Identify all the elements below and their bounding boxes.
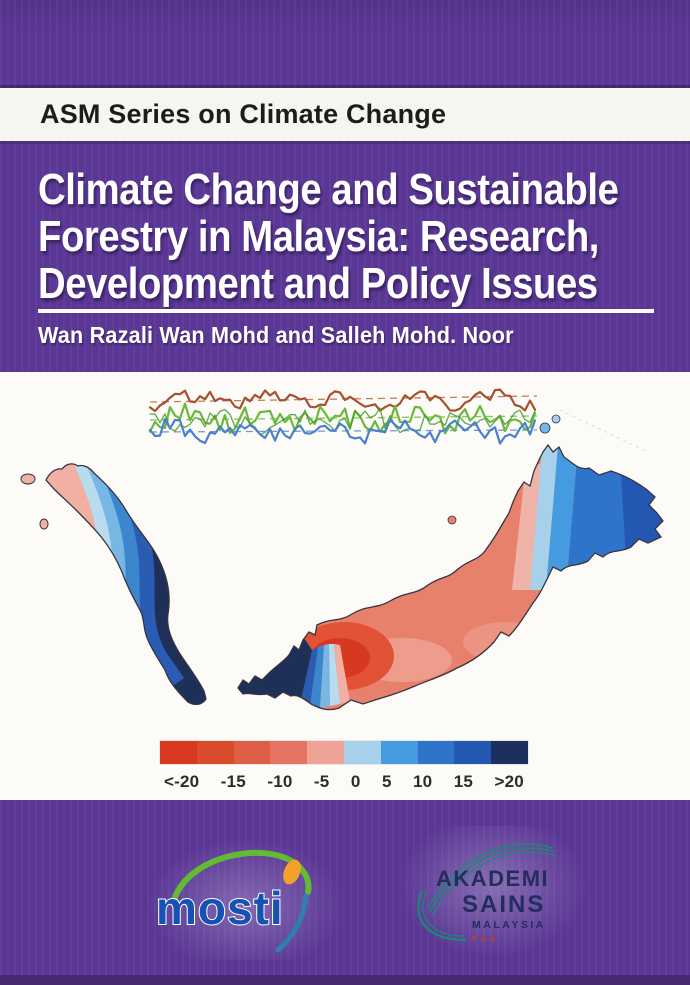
legend-segment xyxy=(491,741,528,764)
legend-label: -5 xyxy=(313,772,330,791)
map-peninsular-malaysia xyxy=(20,463,207,706)
mosti-logo: mosti xyxy=(146,838,346,960)
legend-color-bar xyxy=(160,741,528,764)
legend-label: >20 xyxy=(494,772,524,791)
island-labuan xyxy=(447,515,457,525)
legend-segment xyxy=(417,741,455,764)
title-line-3: Development and Policy Issues xyxy=(38,259,598,308)
legend-segment xyxy=(233,741,271,764)
mosti-orange-dot-icon xyxy=(283,859,301,885)
malaysia-climate-map xyxy=(20,388,664,711)
legend-segment xyxy=(454,741,492,764)
legend-label: 15 xyxy=(453,772,474,791)
legend-segment xyxy=(343,741,381,764)
title-line-1: Climate Change and Sustainable xyxy=(38,165,619,214)
legend-label: -15 xyxy=(220,772,246,791)
mosti-wordmark: mosti xyxy=(156,882,284,934)
mosti-swoosh-icon xyxy=(171,849,312,953)
island-west xyxy=(39,518,49,530)
legend-segment xyxy=(196,741,234,764)
asm-wordmark-akademi: AKADEMI xyxy=(436,866,549,891)
map-borneo xyxy=(237,414,664,711)
authors-line: Wan Razali Wan Mohd and Salleh Mohd. Noo… xyxy=(38,322,514,348)
scan-scratch xyxy=(559,409,649,453)
asm-arcs-icon xyxy=(417,843,557,942)
series-label: ASM Series on Climate Change xyxy=(40,99,447,129)
asm-wordmark-sains: SAINS xyxy=(462,891,545,918)
legend-labels: <-20 -15 -10 -5 0 5 10 15 >20 xyxy=(160,772,528,792)
legend-segment xyxy=(160,741,197,764)
color-scale-legend: <-20 -15 -10 -5 0 5 10 15 >20 xyxy=(160,741,528,792)
legend-label: -10 xyxy=(267,772,293,791)
asm-wordmark-malaysia: MALAYSIA xyxy=(472,919,546,931)
legend-label: <-20 xyxy=(164,772,200,791)
cover-bottom-edge xyxy=(0,975,690,985)
figure-panel: <-20 -15 -10 -5 0 5 10 15 >20 xyxy=(0,372,690,800)
legend-segment xyxy=(307,741,344,764)
timeseries-sketch xyxy=(148,388,538,445)
divider-rule xyxy=(38,309,654,313)
legend-segment xyxy=(380,741,418,764)
legend-label: 10 xyxy=(413,772,433,791)
series-band: ASM Series on Climate Change xyxy=(0,88,690,141)
legend-segment xyxy=(270,741,308,764)
legend-label: 0 xyxy=(350,772,361,791)
legend-label: 5 xyxy=(381,772,392,791)
island-north-sabah-2 xyxy=(551,414,561,424)
title-line-2: Forestry in Malaysia: Research, xyxy=(38,212,599,261)
akademi-sains-malaysia-logo: AKADEMI SAINS MALAYSIA xyxy=(398,826,588,958)
island-north-sabah xyxy=(539,422,551,434)
island-northwest xyxy=(20,473,36,485)
book-title: Climate Change and Sustainable Forestry … xyxy=(38,166,678,307)
